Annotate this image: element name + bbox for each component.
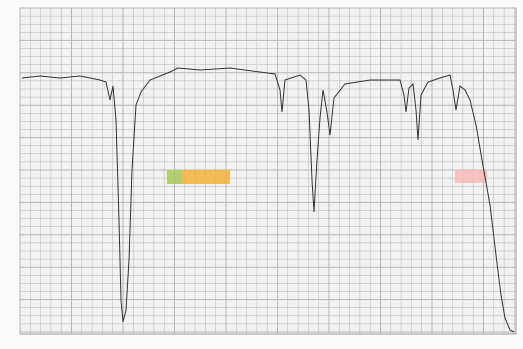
- pink-highlight: [455, 170, 487, 183]
- spectrum-scan: [0, 0, 523, 349]
- green-highlight: [167, 170, 182, 184]
- orange-highlight: [182, 170, 230, 184]
- chart-paper: [20, 8, 516, 334]
